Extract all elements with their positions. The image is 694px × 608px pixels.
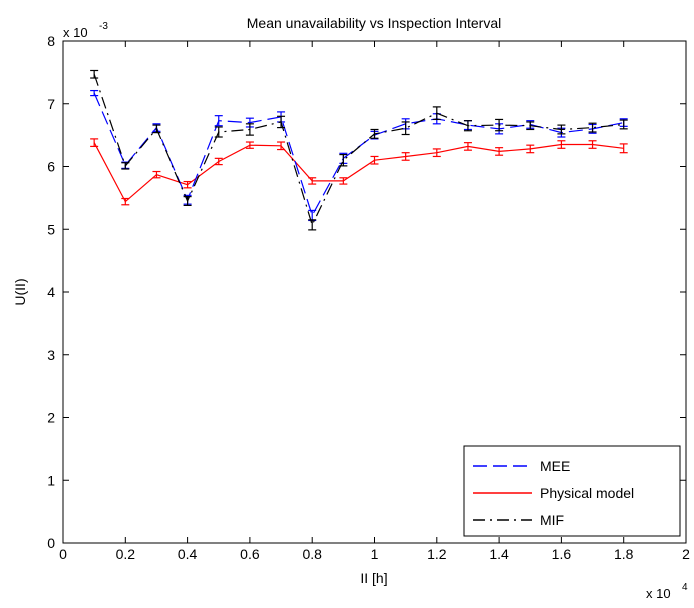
error-bar (495, 118, 504, 132)
y-tick-label: 8 (47, 33, 55, 49)
legend: MEE Physical model MIF (463, 445, 681, 537)
legend-label: MIF (540, 512, 564, 528)
error-bar (339, 153, 348, 167)
y-tick-label: 5 (47, 221, 55, 237)
x-scale-exponent: 4 (682, 582, 688, 593)
y-tick-label: 4 (47, 284, 55, 300)
error-bar (339, 177, 348, 185)
error-bar (526, 121, 535, 131)
legend-entry: MIF (473, 512, 564, 528)
y-tick-label: 3 (47, 347, 55, 363)
error-bar (277, 115, 286, 129)
error-bar (526, 144, 535, 154)
error-bar (370, 155, 379, 165)
x-tick-label: 0.4 (178, 546, 198, 562)
y-tick-label: 7 (47, 96, 55, 112)
y-tick-label: 1 (47, 472, 55, 488)
error-bar (619, 119, 628, 130)
y-scale-multiplier: x 10 -3 (63, 21, 108, 40)
x-tick-label: 1.2 (427, 546, 447, 562)
x-scale-multiplier: x 10 4 (646, 582, 688, 601)
y-tick-label: 0 (47, 535, 55, 551)
x-tick-label: 0.2 (116, 546, 136, 562)
legend-label: Physical model (540, 485, 634, 501)
chart-title: Mean unavailability vs Inspection Interv… (247, 15, 501, 31)
legend-entry: MEE (473, 458, 570, 474)
legend-entry: Physical model (473, 485, 634, 501)
error-bar (557, 124, 566, 135)
error-bar (121, 197, 130, 206)
x-tick-label: 1 (371, 546, 379, 562)
error-bar (152, 170, 161, 179)
y-scale-base: x 10 (63, 25, 88, 40)
error-bar (152, 124, 161, 134)
error-bar (183, 196, 192, 207)
error-bar (308, 219, 317, 231)
series-physical-model (90, 138, 628, 206)
series-layer (90, 69, 628, 231)
error-bar (463, 142, 472, 151)
error-bar (495, 147, 504, 156)
error-bar (401, 121, 410, 136)
error-bar (183, 180, 192, 189)
x-axis-ticks: 0 0.2 0.4 0.6 0.8 1 1.2 1.4 1.6 1.8 2 (59, 41, 690, 562)
x-axis-label: II [h] (360, 570, 387, 586)
error-bar (90, 138, 99, 148)
x-tick-label: 2 (682, 546, 690, 562)
error-bar (214, 157, 223, 166)
x-tick-label: 0.6 (240, 546, 260, 562)
error-bar (432, 106, 441, 121)
error-bar (308, 177, 317, 185)
x-tick-label: 1.4 (489, 546, 509, 562)
x-tick-label: 0 (59, 546, 67, 562)
error-bar (588, 122, 597, 133)
error-bar (214, 115, 223, 127)
error-bar (557, 140, 566, 149)
legend-box (463, 445, 681, 537)
error-bar (90, 69, 99, 79)
y-tick-label: 2 (47, 410, 55, 426)
y-axis-label: U(II) (12, 278, 28, 305)
y-tick-label: 6 (47, 159, 55, 175)
error-bar (588, 140, 597, 149)
x-tick-label: 0.8 (302, 546, 322, 562)
y-axis-ticks: 0 1 2 3 4 5 6 7 8 (47, 33, 686, 551)
error-bar (432, 148, 441, 158)
error-bar (90, 89, 99, 97)
error-bar (121, 162, 130, 170)
legend-label: MEE (540, 458, 570, 474)
error-bar (401, 152, 410, 161)
series-line (93, 142, 624, 203)
error-bar (619, 143, 628, 154)
error-bar (245, 141, 254, 149)
series-mif (90, 69, 628, 231)
error-bar (277, 141, 286, 151)
x-tick-label: 1.6 (552, 546, 572, 562)
error-bar (463, 120, 472, 132)
x-tick-label: 1.8 (614, 546, 634, 562)
y-scale-exponent: -3 (99, 21, 108, 32)
error-bar (214, 126, 223, 138)
series-line (93, 74, 624, 227)
error-bar (370, 128, 379, 139)
x-scale-base: x 10 (646, 586, 671, 601)
error-bar (245, 123, 254, 136)
